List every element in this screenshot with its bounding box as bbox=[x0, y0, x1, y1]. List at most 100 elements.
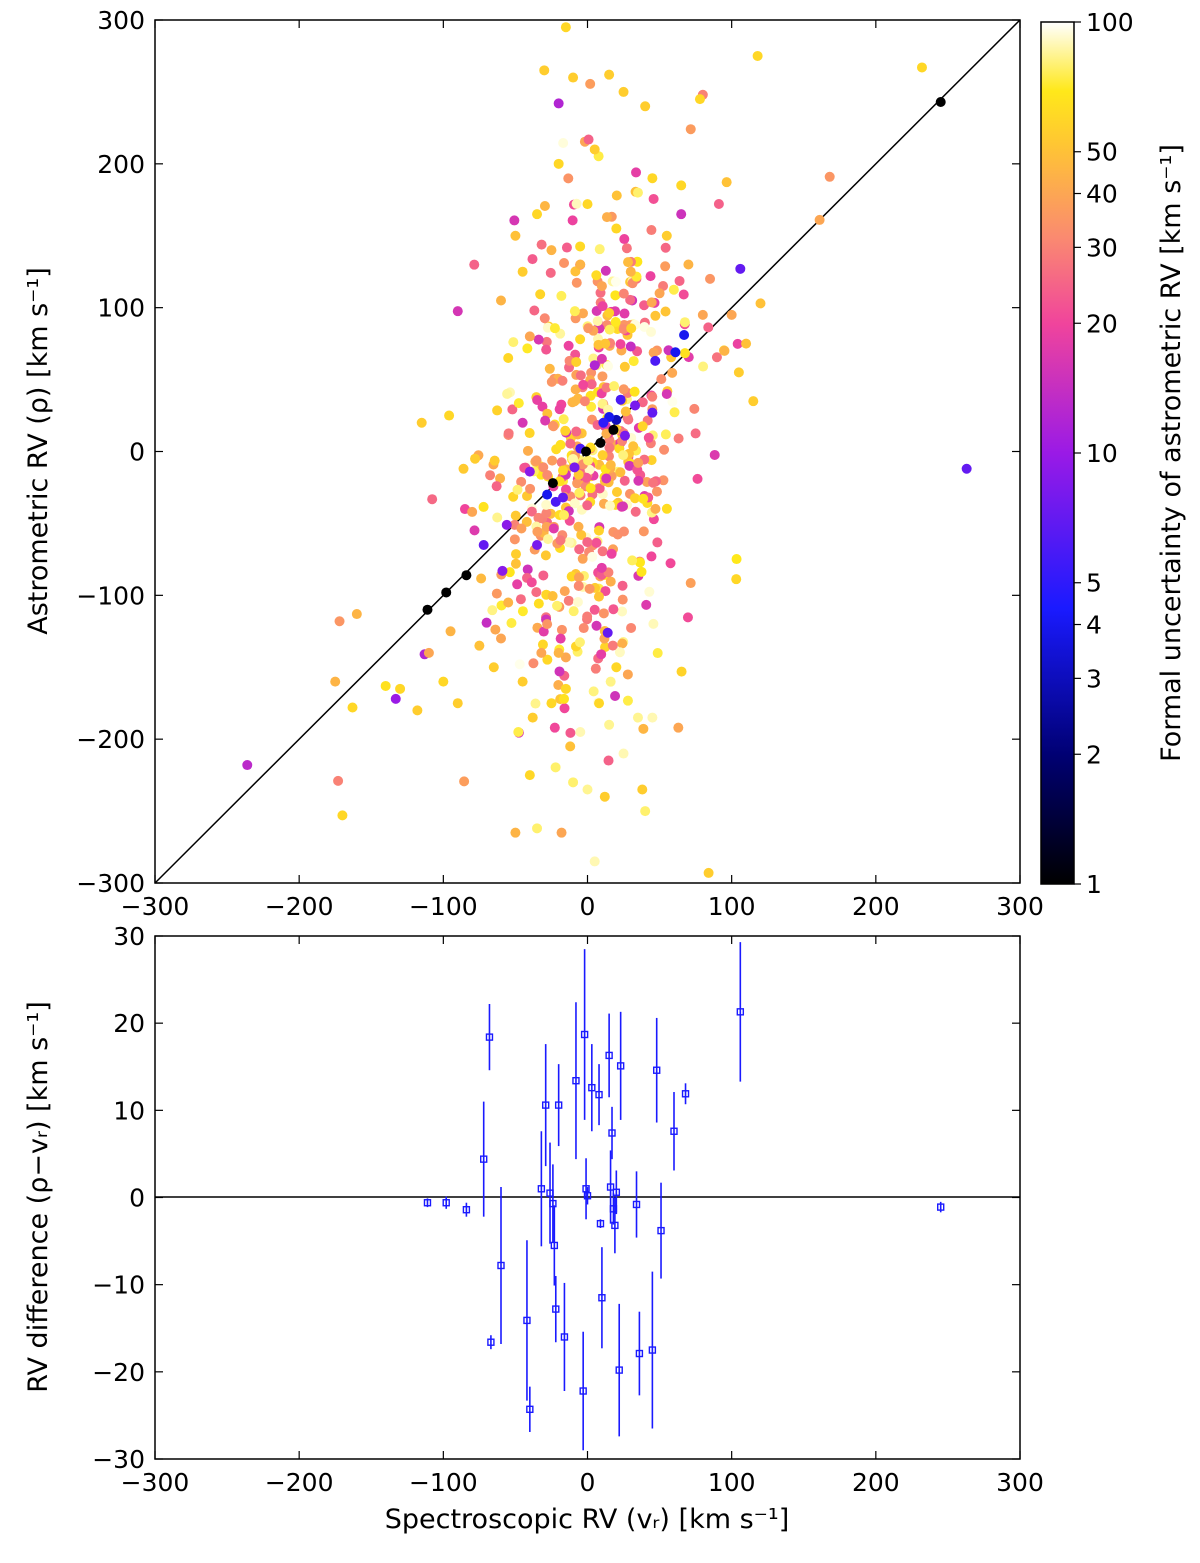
top-point bbox=[390, 693, 401, 704]
top-cloud-point bbox=[574, 544, 585, 555]
top-cloud-point bbox=[605, 576, 616, 587]
top-cloud-point bbox=[458, 463, 469, 474]
top-point bbox=[503, 597, 514, 608]
top-cloud-point bbox=[617, 638, 628, 649]
top-point bbox=[517, 417, 528, 428]
bottom-y-tick-label: 10 bbox=[113, 1096, 145, 1125]
top-cloud-point bbox=[667, 396, 678, 407]
top-cloud-point bbox=[573, 580, 584, 591]
colorbar-tick-label: 10 bbox=[1086, 439, 1118, 468]
top-cloud-point bbox=[550, 762, 561, 773]
residual-point bbox=[653, 1066, 661, 1074]
top-point bbox=[444, 410, 455, 421]
top-point bbox=[589, 360, 600, 371]
residual-point bbox=[648, 1346, 657, 1354]
top-point bbox=[596, 281, 607, 292]
top-cloud-point bbox=[541, 336, 552, 347]
top-point bbox=[513, 726, 524, 737]
residual-point bbox=[670, 1127, 678, 1135]
top-cloud-point bbox=[507, 404, 518, 415]
top-point bbox=[497, 565, 508, 576]
top-cloud-point bbox=[548, 523, 559, 534]
top-cloud-point bbox=[615, 339, 626, 350]
colorbar-tick-label: 100 bbox=[1086, 8, 1134, 37]
top-point bbox=[618, 748, 629, 759]
top-point bbox=[630, 400, 641, 411]
top-cloud-point bbox=[636, 566, 647, 577]
top-point bbox=[560, 683, 571, 694]
top-cloud-point bbox=[572, 597, 583, 608]
top-cloud-point bbox=[679, 348, 690, 359]
top-cloud-point bbox=[618, 450, 629, 461]
top-cloud-point bbox=[641, 599, 652, 610]
residual-point bbox=[736, 1008, 745, 1016]
top-point bbox=[589, 144, 600, 155]
residual-point bbox=[537, 1185, 546, 1193]
top-cloud-point bbox=[617, 606, 628, 617]
residual-point bbox=[937, 1203, 945, 1211]
top-cloud-point bbox=[528, 658, 539, 669]
top-point bbox=[478, 539, 489, 550]
colorbar-ticks: 100 50 40 30 20 10 5 4 3 2 1 bbox=[1074, 8, 1134, 899]
residual-point bbox=[541, 1101, 550, 1109]
top-cloud-point bbox=[698, 361, 709, 372]
top-cloud-point bbox=[577, 553, 588, 564]
top-cloud-point bbox=[619, 475, 630, 486]
residual-point bbox=[560, 1333, 569, 1341]
top-y-tick-label: 300 bbox=[97, 6, 145, 35]
colorbar-tick-label: 50 bbox=[1086, 138, 1118, 167]
top-y-tick-label: 200 bbox=[97, 150, 145, 179]
top-point bbox=[679, 329, 690, 340]
top-cloud-point bbox=[652, 537, 663, 548]
bottom-y-tick-label: −20 bbox=[92, 1358, 145, 1387]
top-point bbox=[676, 209, 687, 220]
top-cloud-point bbox=[584, 464, 595, 475]
top-point bbox=[532, 209, 543, 220]
top-cloud-point bbox=[571, 356, 582, 367]
top-cloud-point bbox=[676, 666, 687, 677]
top-cloud-point bbox=[565, 438, 576, 449]
top-cloud-point bbox=[514, 659, 525, 670]
top-cloud-point bbox=[568, 606, 579, 617]
top-cloud-point bbox=[581, 472, 592, 483]
top-cloud-point bbox=[637, 421, 648, 432]
top-point bbox=[542, 619, 553, 630]
top-cloud-point bbox=[522, 445, 533, 456]
top-cloud-point bbox=[524, 428, 535, 439]
top-x-tick-labels: −300 −200 −100 0 100 200 300 bbox=[121, 892, 1044, 921]
top-cloud-point bbox=[685, 578, 696, 589]
colorbar-tick-label: 1 bbox=[1086, 870, 1102, 899]
top-cloud-point bbox=[578, 379, 589, 390]
top-point bbox=[694, 94, 705, 105]
top-cloud-point bbox=[685, 124, 696, 135]
residual-point bbox=[497, 1261, 505, 1270]
top-point bbox=[647, 712, 658, 723]
residual-point bbox=[598, 1294, 606, 1302]
top-cloud-point bbox=[531, 455, 542, 466]
top-cloud-point bbox=[559, 693, 570, 704]
top-point bbox=[524, 331, 535, 342]
top-point bbox=[961, 463, 972, 474]
top-cloud-point bbox=[645, 271, 656, 282]
top-cloud-point bbox=[604, 500, 615, 511]
top-x-tick-label: −300 bbox=[121, 892, 190, 921]
top-cloud-point bbox=[647, 391, 658, 402]
top-point bbox=[611, 223, 622, 234]
top-cloud-point bbox=[659, 444, 670, 455]
residual-point bbox=[523, 1316, 531, 1325]
top-point bbox=[719, 345, 730, 356]
top-point bbox=[524, 466, 535, 477]
top-cloud-point bbox=[533, 598, 544, 609]
top-cloud-point bbox=[558, 138, 569, 149]
top-cloud-point bbox=[556, 290, 567, 301]
top-point bbox=[741, 338, 752, 349]
top-plot-frame bbox=[154, 19, 1021, 884]
top-cloud-point bbox=[509, 215, 520, 226]
top-cloud-point bbox=[515, 594, 526, 605]
top-cloud-point bbox=[547, 455, 558, 466]
residual-point bbox=[635, 1349, 644, 1358]
top-precise-point bbox=[422, 604, 433, 615]
top-cloud-point bbox=[487, 605, 498, 616]
top-cloud-point bbox=[476, 573, 487, 584]
top-cloud-point bbox=[679, 317, 690, 328]
